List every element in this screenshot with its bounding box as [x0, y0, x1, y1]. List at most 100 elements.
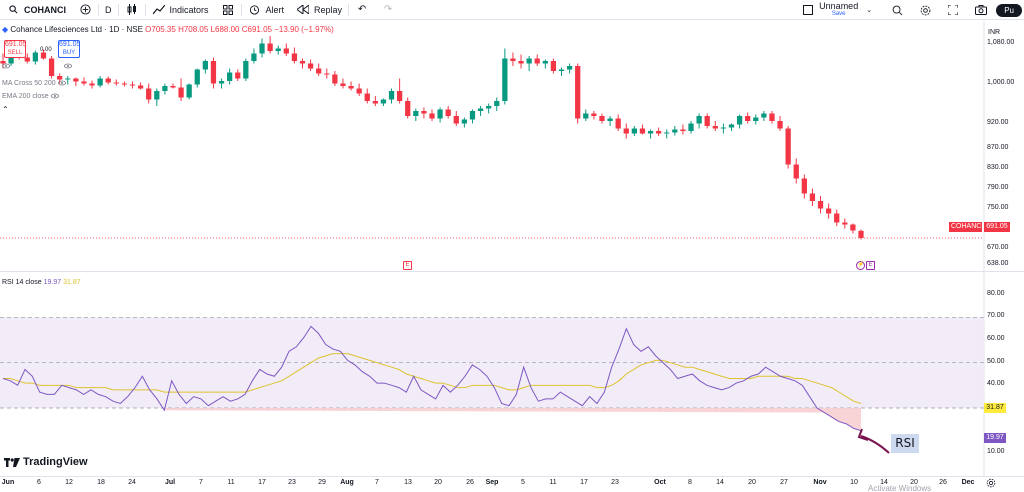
rsi-oversold-fill	[164, 408, 862, 431]
candle-body	[413, 111, 419, 116]
ema-legend[interactable]: EMA 200 close	[2, 93, 59, 100]
pane-separator[interactable]	[0, 271, 1024, 272]
candle-body	[494, 101, 500, 106]
candle-body	[332, 74, 338, 84]
candle-body	[769, 113, 775, 121]
rsi-tick-label: 10.00	[987, 448, 1005, 456]
candle-body	[121, 83, 128, 85]
rsi-tick-label: 50.00	[987, 357, 1005, 365]
time-tick-label: Jul	[164, 479, 176, 486]
symbol-search[interactable]: COHANCI	[0, 0, 72, 20]
tradingview-logo[interactable]: TradingView	[4, 456, 88, 468]
time-tick-label: 12	[65, 479, 73, 486]
candle-body	[615, 118, 621, 129]
rsi-legend[interactable]: RSI 14 close 19.97 31.87	[2, 279, 81, 286]
candle-body	[275, 48, 281, 51]
ma-cross-label: MA Cross 50 200	[2, 80, 56, 87]
candles-icon	[125, 3, 139, 17]
currency-label[interactable]: INR	[988, 29, 1001, 36]
price-tick-label: 638.00	[987, 259, 1009, 267]
candle-body	[316, 68, 322, 74]
templates-button[interactable]	[215, 0, 241, 20]
sell-button[interactable]: 691.05 SELL	[4, 40, 26, 58]
eye-toggle-row[interactable]	[2, 63, 72, 70]
chart-type-button[interactable]	[119, 0, 145, 20]
rsi-tick-label: 80.00	[987, 289, 1005, 297]
compare-symbol-button[interactable]	[72, 0, 98, 20]
eye-icon[interactable]	[63, 63, 72, 69]
candle-body	[736, 116, 743, 125]
candle-body	[380, 99, 387, 104]
rewind-icon	[296, 3, 310, 17]
candle-body	[348, 86, 354, 89]
ma-cross-legend[interactable]: MA Cross 50 200	[2, 80, 66, 87]
add-circle-icon	[78, 3, 92, 17]
snapshot-button[interactable]	[968, 0, 994, 20]
replay-button[interactable]: Replay	[290, 0, 348, 20]
collapse-legend-button[interactable]: ⌃	[2, 105, 9, 114]
redo-button[interactable]: ↷	[375, 0, 401, 20]
eye-icon[interactable]	[50, 93, 59, 99]
symbol-title[interactable]: Cohance Lifesciences Ltd · 1D · NSE	[10, 25, 143, 34]
candle-body	[704, 116, 710, 126]
toolbar-divider	[240, 3, 242, 16]
candle-body	[712, 126, 718, 129]
candle-body	[137, 85, 144, 89]
time-axis[interactable]: Jun 6 12 18 24 Jul 7 11 17 23 29 Aug 7 13 20 26 Sep 5 11 17…	[0, 477, 985, 492]
earnings-event-marker[interactable]: E	[403, 261, 412, 270]
time-tick-label: 26	[939, 479, 947, 486]
candle-body	[8, 54, 14, 64]
candle-body	[202, 61, 208, 70]
candle-body	[291, 53, 298, 61]
candle-body	[486, 106, 492, 109]
layout-name: Unnamed	[819, 1, 859, 11]
lightning-icon[interactable]: ⚡	[856, 261, 865, 270]
candle-body	[243, 61, 249, 79]
toolbar-divider	[98, 3, 99, 16]
layout-select[interactable]: Unnamed Save ⌄	[795, 0, 882, 20]
candle-body	[566, 66, 573, 70]
chart-canvas[interactable]	[0, 21, 1024, 492]
interval-button[interactable]: D	[99, 0, 118, 20]
candle-body	[469, 111, 476, 120]
time-tick-label: Aug	[340, 479, 354, 486]
candle-body	[324, 73, 330, 75]
quick-search-button[interactable]	[884, 0, 910, 20]
low-value: L688.00	[210, 25, 240, 34]
undo-button[interactable]: ↶	[349, 0, 375, 20]
layout-square-icon	[801, 3, 815, 17]
candle-body	[785, 128, 791, 165]
candle-body	[542, 61, 548, 64]
eye-icon[interactable]	[57, 80, 66, 86]
fullscreen-button[interactable]	[940, 0, 966, 20]
time-tick-label: 24	[128, 479, 136, 486]
price-tick-label: 750.00	[987, 203, 1009, 211]
settings-button[interactable]	[912, 0, 938, 20]
candle-body	[688, 123, 694, 131]
rsi-tag: 19.97	[984, 433, 1006, 443]
candle-body	[502, 58, 508, 101]
time-tick-label: 10	[850, 479, 858, 486]
replay-label: Replay	[314, 4, 343, 15]
time-axis-settings-button[interactable]	[986, 478, 998, 490]
buy-button[interactable]: 691.05 BUY	[58, 40, 80, 58]
indicators-button[interactable]: Indicators	[146, 0, 215, 20]
eye-icon[interactable]	[2, 63, 10, 69]
earnings-event-marker[interactable]: E	[866, 261, 875, 270]
candle-body	[186, 84, 192, 98]
candle-body	[356, 88, 362, 94]
candle-body	[24, 57, 30, 62]
candle-body	[0, 61, 6, 64]
time-tick-label: 20	[434, 479, 442, 486]
time-tick-label: 23	[611, 479, 619, 486]
alert-button[interactable]: Alert	[242, 0, 291, 20]
ema-label: EMA 200 close	[2, 93, 49, 100]
fullscreen-icon	[946, 3, 960, 17]
candle-body	[251, 53, 257, 61]
candle-body	[809, 193, 816, 201]
price-tick-label: 920.00	[987, 118, 1009, 126]
publish-button[interactable]: Pu	[996, 3, 1022, 17]
candle-body	[307, 63, 314, 69]
chart-area[interactable]: ◆ Cohance Lifesciences Ltd · 1D · NSE O7…	[0, 21, 1024, 492]
gear-icon	[986, 478, 996, 488]
